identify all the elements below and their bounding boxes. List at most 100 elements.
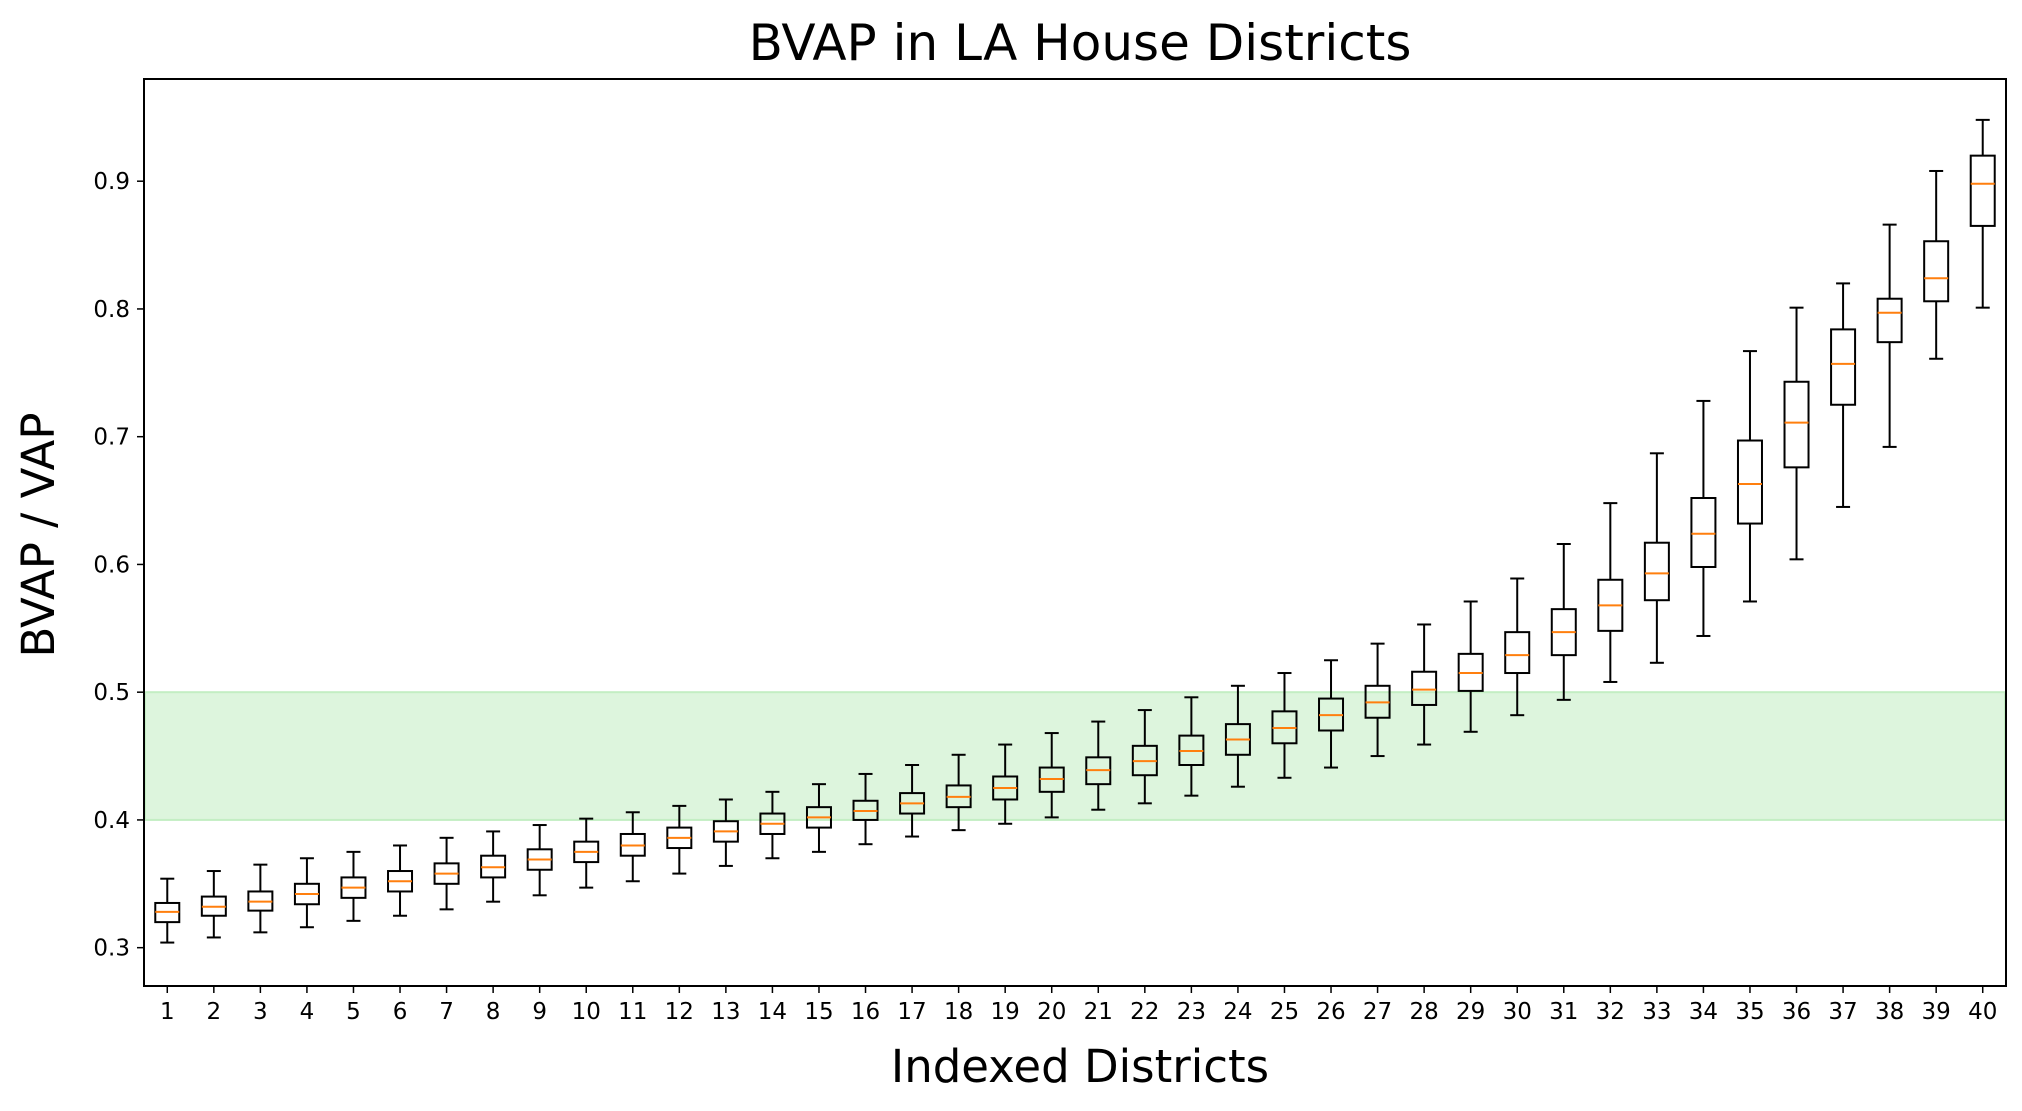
box-district-28 — [1411, 623, 1438, 746]
x-tick-label: 34 — [1689, 999, 1718, 1025]
iqr-box — [1504, 631, 1531, 675]
y-tick-label: 0.5 — [93, 680, 130, 706]
x-tick-label: 8 — [486, 999, 501, 1025]
x-tick-label: 32 — [1596, 999, 1625, 1025]
box-district-20 — [1038, 732, 1065, 819]
x-tick-label: 27 — [1363, 999, 1392, 1025]
box-district-40 — [1969, 118, 1996, 309]
iqr-box — [1783, 380, 1810, 469]
x-tick-label: 15 — [804, 999, 833, 1025]
iqr-box — [1969, 154, 1996, 227]
y-tick-label: 0.7 — [93, 425, 130, 451]
box-district-21 — [1085, 720, 1112, 811]
iqr-box — [1736, 439, 1763, 525]
x-tick-label: 12 — [665, 999, 694, 1025]
y-tick-label: 0.8 — [93, 297, 130, 323]
x-tick-label: 3 — [253, 999, 268, 1025]
box-district-31 — [1550, 542, 1577, 701]
box-district-2 — [200, 870, 227, 939]
x-tick-label: 38 — [1875, 999, 1904, 1025]
chart-title: BVAP in LA House Districts — [749, 14, 1412, 72]
x-tick-label: 5 — [346, 999, 361, 1025]
iqr-box — [1690, 497, 1717, 568]
box-district-8 — [480, 830, 507, 903]
iqr-box — [1643, 541, 1670, 602]
x-tick-label: 39 — [1922, 999, 1951, 1025]
x-tick-label: 4 — [300, 999, 315, 1025]
x-tick-label: 21 — [1084, 999, 1113, 1025]
y-tick-label: 0.4 — [93, 808, 130, 834]
box-district-19 — [992, 743, 1019, 825]
x-tick-label: 11 — [618, 999, 647, 1025]
x-tick-label: 2 — [207, 999, 222, 1025]
box-district-3 — [247, 863, 274, 934]
x-tick-label: 40 — [1968, 999, 1997, 1025]
box-district-26 — [1318, 659, 1345, 769]
x-tick-label: 25 — [1270, 999, 1299, 1025]
box-district-5 — [340, 850, 367, 922]
x-tick-label: 36 — [1782, 999, 1811, 1025]
box-district-17 — [899, 763, 926, 838]
x-tick-label: 33 — [1642, 999, 1671, 1025]
box-district-34 — [1690, 399, 1717, 637]
box-district-27 — [1364, 642, 1391, 758]
box-district-33 — [1643, 452, 1670, 664]
iqr-box — [1830, 328, 1857, 406]
box-district-36 — [1783, 306, 1810, 561]
x-tick-label: 18 — [944, 999, 973, 1025]
box-district-10 — [573, 817, 600, 889]
box-district-38 — [1876, 223, 1903, 448]
box-district-9 — [526, 824, 553, 897]
x-tick-label: 28 — [1409, 999, 1438, 1025]
plot-area-frame — [143, 78, 2007, 987]
x-tick-label: 6 — [393, 999, 408, 1025]
box-district-25 — [1271, 672, 1298, 779]
box-district-14 — [759, 790, 786, 860]
box-district-12 — [666, 804, 693, 875]
y-axis-ticks: 0.3 0.4 0.5 0.6 0.7 0.8 0.9 — [93, 169, 144, 962]
box-district-39 — [1923, 169, 1950, 360]
highlight-band — [144, 691, 2006, 821]
x-tick-label: 26 — [1316, 999, 1345, 1025]
x-tick-label: 31 — [1549, 999, 1578, 1025]
box-district-30 — [1504, 577, 1531, 717]
x-tick-label: 23 — [1177, 999, 1206, 1025]
box-district-35 — [1736, 350, 1763, 603]
x-tick-label: 17 — [897, 999, 926, 1025]
box-district-16 — [852, 772, 879, 846]
x-tick-label: 10 — [572, 999, 601, 1025]
x-tick-label: 19 — [991, 999, 1020, 1025]
y-tick-label: 0.6 — [93, 552, 130, 578]
iqr-box — [1876, 297, 1903, 344]
box-district-23 — [1178, 696, 1205, 797]
boxes-layer — [154, 118, 1996, 944]
y-tick-label: 0.9 — [93, 169, 130, 195]
x-tick-label: 16 — [851, 999, 880, 1025]
x-tick-label: 35 — [1735, 999, 1764, 1025]
x-tick-label: 30 — [1503, 999, 1532, 1025]
x-tick-label: 7 — [439, 999, 454, 1025]
x-tick-label: 37 — [1828, 999, 1857, 1025]
highlight-band-layer — [144, 691, 2006, 821]
x-tick-label: 24 — [1223, 999, 1252, 1025]
box-district-1 — [154, 877, 181, 944]
x-tick-label: 22 — [1130, 999, 1159, 1025]
iqr-box — [1923, 240, 1950, 303]
box-district-37 — [1830, 282, 1857, 508]
box-district-6 — [387, 844, 414, 917]
box-district-24 — [1224, 684, 1251, 788]
box-district-7 — [433, 836, 460, 911]
x-tick-label: 20 — [1037, 999, 1066, 1025]
box-district-15 — [805, 783, 832, 853]
box-district-32 — [1597, 502, 1624, 683]
y-tick-label: 0.3 — [93, 936, 130, 962]
x-tick-label: 9 — [532, 999, 547, 1025]
iqr-box — [1411, 670, 1438, 706]
x-axis-label: Indexed Districts — [891, 1040, 1269, 1093]
x-axis-ticks: 1 2 3 4 5 6 7 8 9 10 11 12 13 14 15 16 17 18 19 20 21 22 23 24 2… — [160, 986, 1997, 1025]
box-district-22 — [1131, 709, 1158, 805]
box-district-11 — [619, 811, 646, 883]
x-tick-label: 29 — [1456, 999, 1485, 1025]
